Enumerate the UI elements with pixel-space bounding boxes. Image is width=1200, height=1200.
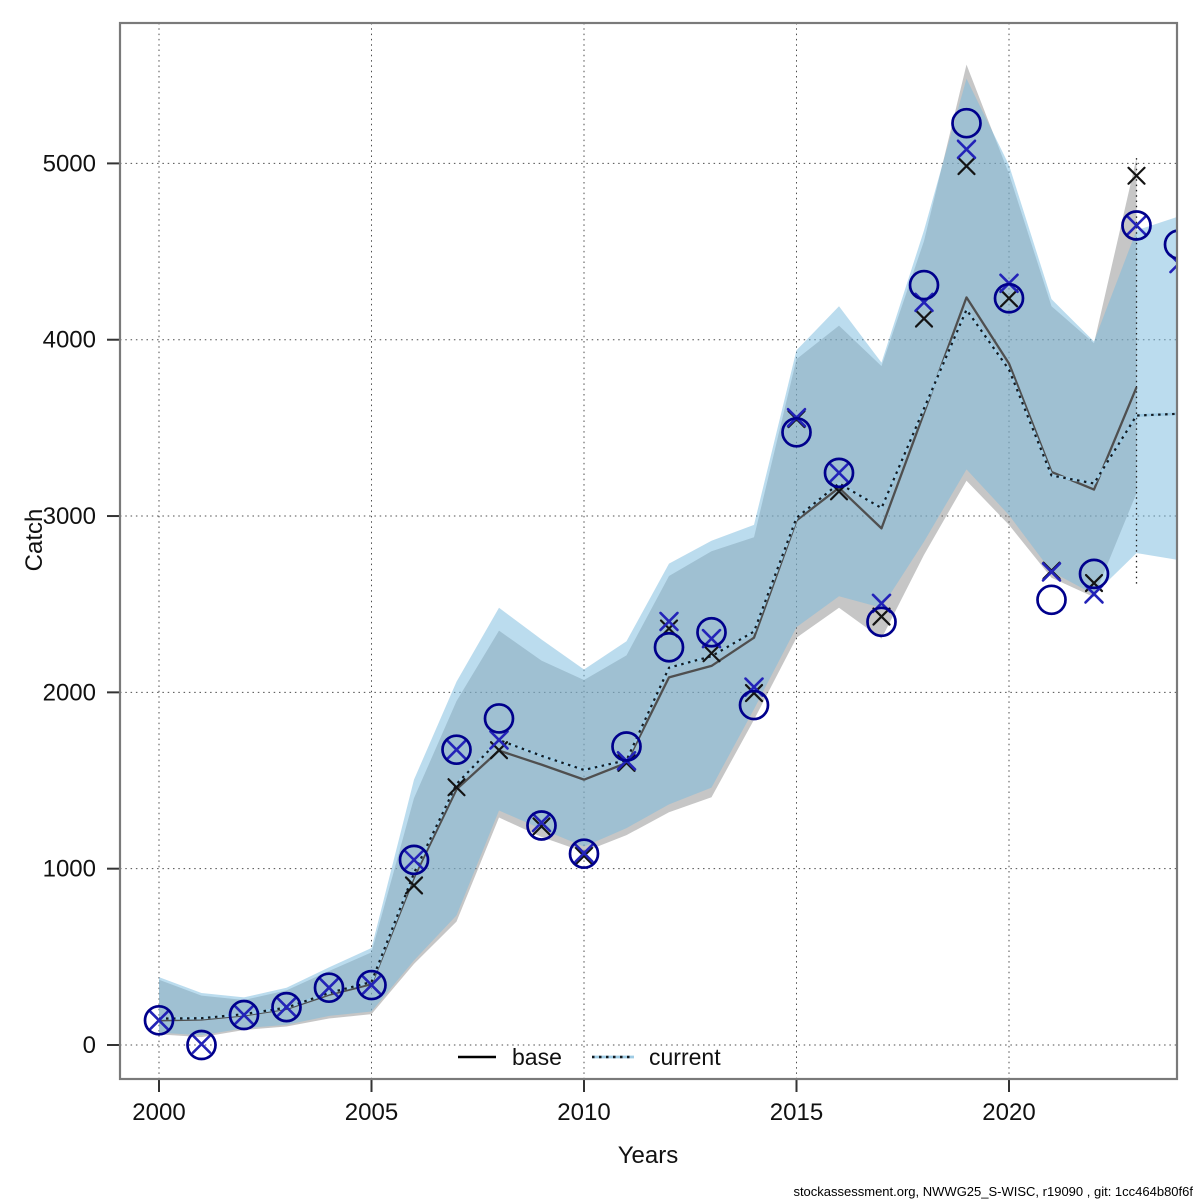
- marker-base-x-2007: [447, 778, 466, 797]
- marker-observed-circle-2020: [993, 282, 1025, 314]
- marker-observed-circle-2000: [143, 1004, 175, 1036]
- marker-base-x-2013: [702, 644, 721, 663]
- data-markers: [143, 107, 1177, 1061]
- marker-base-x-2006: [404, 876, 424, 895]
- marker-base-x-2019: [957, 156, 976, 176]
- series-base-fit-line: [158, 296, 1138, 1022]
- x-tick-label-2005: 2005: [345, 1099, 398, 1126]
- x-tick-label-2015: 2015: [770, 1099, 823, 1126]
- y-tick-label-0: 0: [83, 1032, 96, 1059]
- marker-base-x-2018: [914, 309, 934, 328]
- marker-observed-circle-2009: [526, 810, 557, 841]
- marker-current-x-2002: [234, 1005, 254, 1025]
- marker-observed-circle-2003: [271, 991, 302, 1023]
- x-tick-label-2010: 2010: [557, 1099, 610, 1126]
- y-tick-label-1000: 1000: [43, 856, 96, 883]
- marker-observed-circle-2010: [568, 838, 600, 870]
- marker-current-x-2007: [446, 739, 467, 760]
- marker-base-x-2017: [872, 607, 891, 626]
- marker-current-x-2016: [829, 463, 849, 483]
- marker-observed-circle-2002: [228, 999, 260, 1031]
- marker-current-x-2004: [319, 977, 339, 998]
- marker-observed-circle-2024: [1163, 229, 1177, 260]
- marker-observed-circle-2008: [483, 703, 515, 734]
- y-tick-label-5000: 5000: [43, 150, 96, 177]
- marker-observed-circle-2011: [611, 731, 642, 762]
- marker-current-x-2000: [149, 1010, 169, 1031]
- x-axis-title: Years: [618, 1142, 679, 1169]
- marker-current-x-2021: [1041, 562, 1062, 582]
- marker-base-x-2010: [574, 846, 594, 866]
- marker-observed-circle-2007: [441, 734, 472, 766]
- y-tick-label-4000: 4000: [43, 327, 96, 354]
- marker-observed-circle-2004: [313, 972, 345, 1004]
- marker-current-x-2019: [956, 139, 977, 160]
- legend-base-label: base: [512, 1044, 562, 1070]
- axis-ticks: 2000 2005 2010 2015 2020 0 1000 2000 3000 4000 500…: [43, 150, 1036, 1126]
- marker-observed-circle-2017: [866, 606, 897, 638]
- marker-observed-circle-2023: [1121, 210, 1152, 241]
- x-tick-label-2020: 2020: [982, 1099, 1035, 1126]
- marker-observed-circle-2013: [696, 616, 727, 648]
- plot-frame: [118, 21, 1179, 1081]
- marker-current-x-2001: [191, 1034, 212, 1054]
- series-current-fit-line-dark: [158, 308, 1177, 1020]
- marker-base-x-2011: [617, 753, 636, 772]
- marker-base-x-2023: [1127, 166, 1146, 185]
- marker-current-x-2010: [574, 843, 594, 863]
- legend-current-label: current: [649, 1044, 721, 1070]
- fit-lines: [158, 296, 1177, 1022]
- marker-base-x-2014: [744, 683, 764, 703]
- marker-observed-circle-2018: [908, 269, 940, 301]
- marker-current-x-2012: [659, 611, 679, 632]
- y-tick-label-2000: 2000: [43, 679, 96, 706]
- marker-observed-circle-2022: [1078, 558, 1110, 590]
- confidence-bands: [159, 64, 1177, 1038]
- marker-observed-circle-2001: [186, 1029, 217, 1061]
- marker-current-x-2006: [404, 850, 424, 870]
- marker-observed-circle-2019: [951, 107, 982, 139]
- y-axis-title: Catch: [21, 509, 48, 572]
- marker-base-x-2020: [999, 289, 1019, 308]
- legend: base current: [458, 1044, 721, 1070]
- marker-base-x-2009: [532, 817, 551, 836]
- marker-observed-circle-2014: [738, 689, 770, 721]
- marker-observed-circle-2012: [653, 631, 685, 663]
- band-current-ci: [159, 78, 1177, 1036]
- gridlines: [120, 23, 1177, 1079]
- marker-current-x-2005: [361, 975, 382, 995]
- marker-current-x-2023: [1126, 215, 1147, 236]
- marker-observed-circle-2021: [1036, 584, 1067, 616]
- marker-current-x-2022: [1084, 584, 1104, 604]
- x-tick-label-2000: 2000: [132, 1099, 185, 1126]
- marker-current-x-2008: [489, 730, 509, 750]
- marker-observed-circle-2006: [398, 844, 430, 876]
- marker-current-x-2009: [531, 812, 552, 833]
- marker-current-x-2003: [276, 997, 297, 1017]
- y-tick-label-3000: 3000: [43, 503, 96, 530]
- footer-credit: stockassessment.org, NWWG25_S-WISC, r190…: [793, 1184, 1193, 1199]
- marker-observed-circle-2016: [823, 457, 855, 489]
- marker-observed-circle-2005: [356, 969, 387, 1001]
- marker-observed-circle-2015: [781, 416, 812, 448]
